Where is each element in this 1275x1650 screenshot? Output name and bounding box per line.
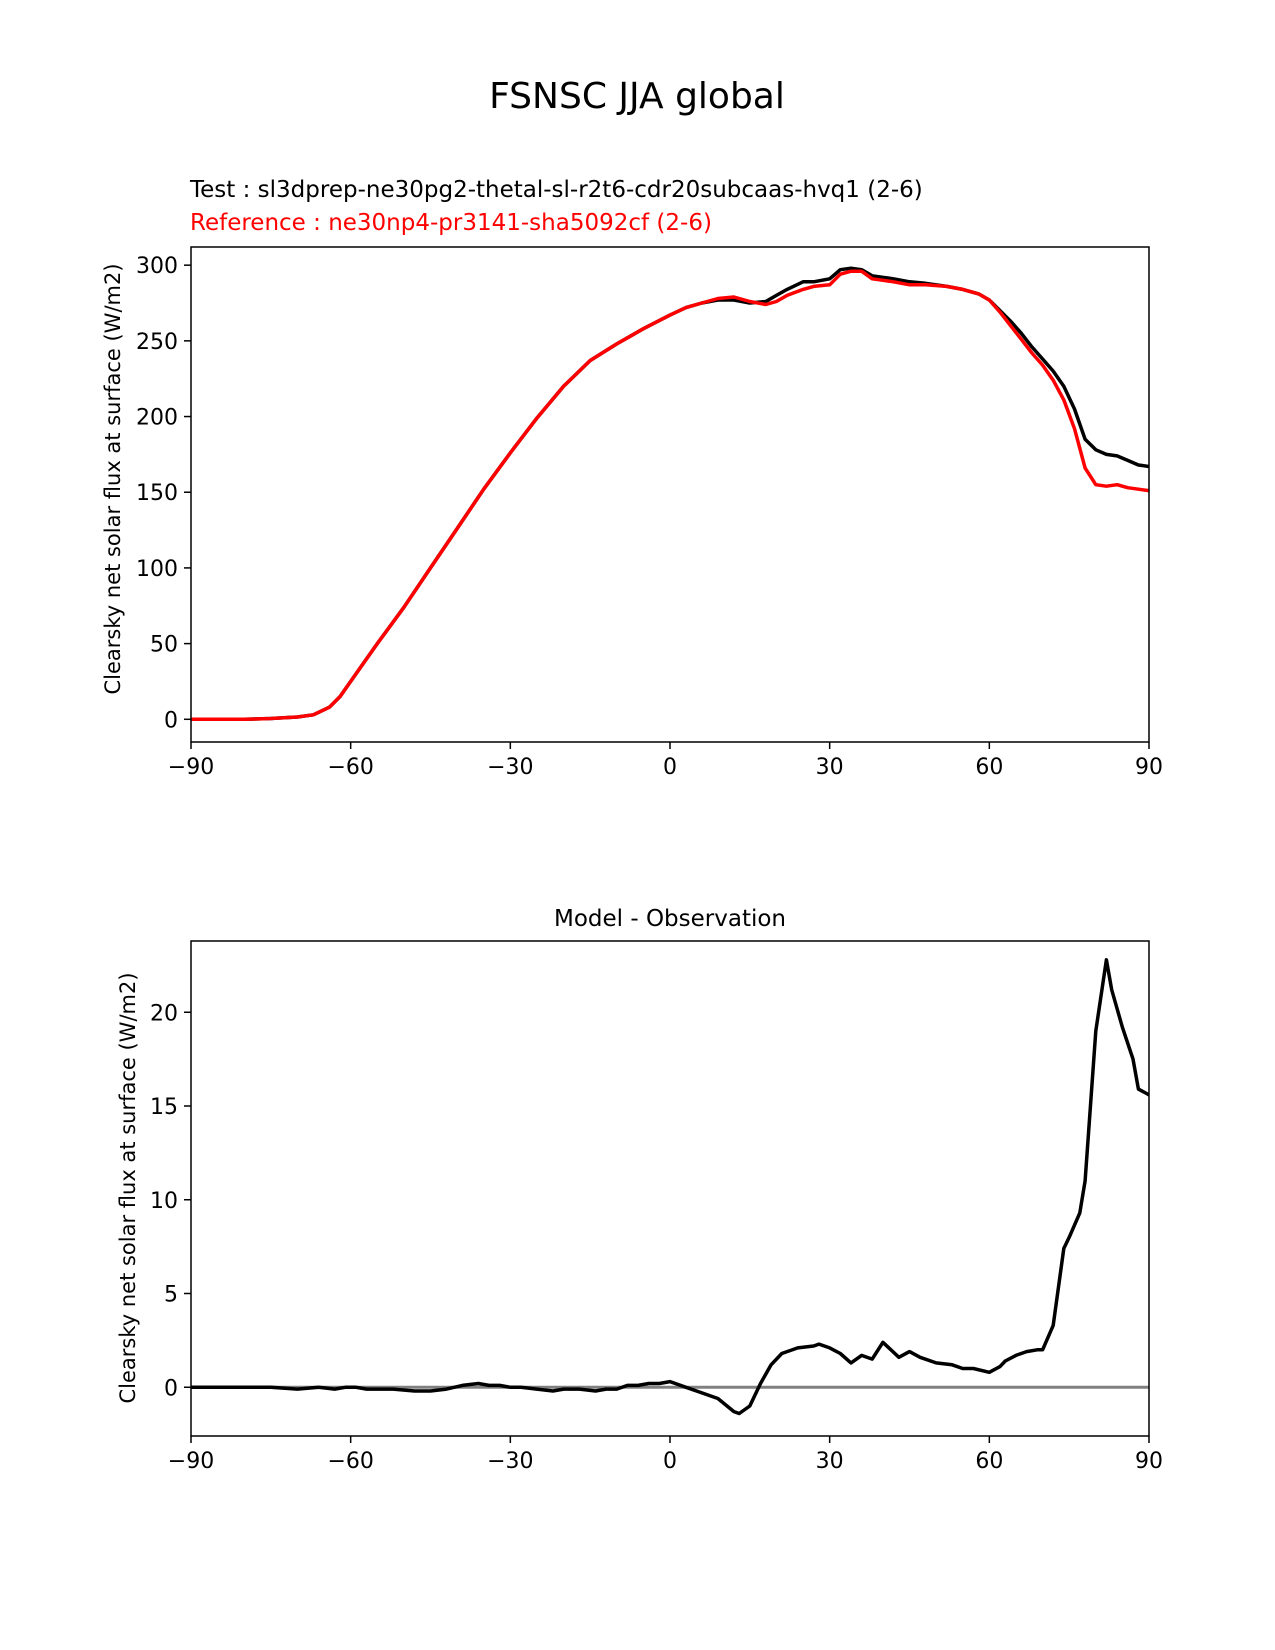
top-xtick-label: 30 xyxy=(816,755,844,780)
top-panel: Test : sl3dprep-ne30pg2-thetal-sl-r2t6-c… xyxy=(101,177,1163,780)
top-xtick-label: 90 xyxy=(1135,755,1163,780)
bottom-xtick-label: −30 xyxy=(487,1449,533,1474)
bottom-axes-frame xyxy=(190,940,1150,1437)
bottom-ytick-label: 15 xyxy=(150,1095,178,1120)
bottom-ticks-group: −90 −60 −30 0 30 60 90 0 5 10 15 20 xyxy=(150,1001,1163,1474)
top-axes-frame xyxy=(190,246,1150,743)
bottom-xtick-label: 0 xyxy=(663,1449,677,1474)
top-ylabel: Clearsky net solar flux at surface (W/m2… xyxy=(101,263,125,694)
test-label: Test : sl3dprep-ne30pg2-thetal-sl-r2t6-c… xyxy=(189,177,923,203)
bottom-xtick-label: 30 xyxy=(816,1449,844,1474)
bottom-ytick-label: 5 xyxy=(164,1283,178,1308)
top-xtick-label: 0 xyxy=(663,755,677,780)
top-xtick-label: −30 xyxy=(487,755,533,780)
top-ytick-label: 0 xyxy=(164,708,178,733)
top-xtick-label: −60 xyxy=(327,755,373,780)
figure-title: FSNSC JJA global xyxy=(489,76,785,117)
top-ytick-label: 100 xyxy=(136,557,178,582)
top-series-line-1 xyxy=(191,269,1149,722)
top-series-group xyxy=(191,266,1149,722)
bottom-series-group xyxy=(191,958,1149,1416)
top-ytick-label: 150 xyxy=(136,481,178,506)
bottom-xtick-label: −90 xyxy=(168,1449,214,1474)
bottom-ytick-label: 10 xyxy=(150,1189,178,1214)
reference-label: Reference : ne30np4-pr3141-sha5092cf (2-… xyxy=(190,210,712,236)
top-ytick-label: 50 xyxy=(150,633,178,658)
bottom-ytick-label: 20 xyxy=(150,1001,178,1026)
top-ticks-group: −90 −60 −30 0 30 60 90 0 50 100 150 200 250 300 xyxy=(136,254,1163,780)
bottom-xtick-label: 90 xyxy=(1135,1449,1163,1474)
bottom-title: Model - Observation xyxy=(554,906,786,932)
bottom-ytick-label: 0 xyxy=(164,1376,178,1401)
top-ytick-label: 250 xyxy=(136,330,178,355)
top-ytick-label: 300 xyxy=(136,254,178,279)
bottom-series-line-0 xyxy=(191,958,1149,1416)
bottom-xtick-label: −60 xyxy=(327,1449,373,1474)
bottom-ylabel: Clearsky net solar flux at surface (W/m2… xyxy=(116,972,140,1403)
bottom-xtick-label: 60 xyxy=(975,1449,1003,1474)
bottom-panel: Model - Observation Clearsky net solar f… xyxy=(116,906,1163,1474)
top-xtick-label: −90 xyxy=(168,755,214,780)
top-xtick-label: 60 xyxy=(975,755,1003,780)
top-ytick-label: 200 xyxy=(136,406,178,431)
